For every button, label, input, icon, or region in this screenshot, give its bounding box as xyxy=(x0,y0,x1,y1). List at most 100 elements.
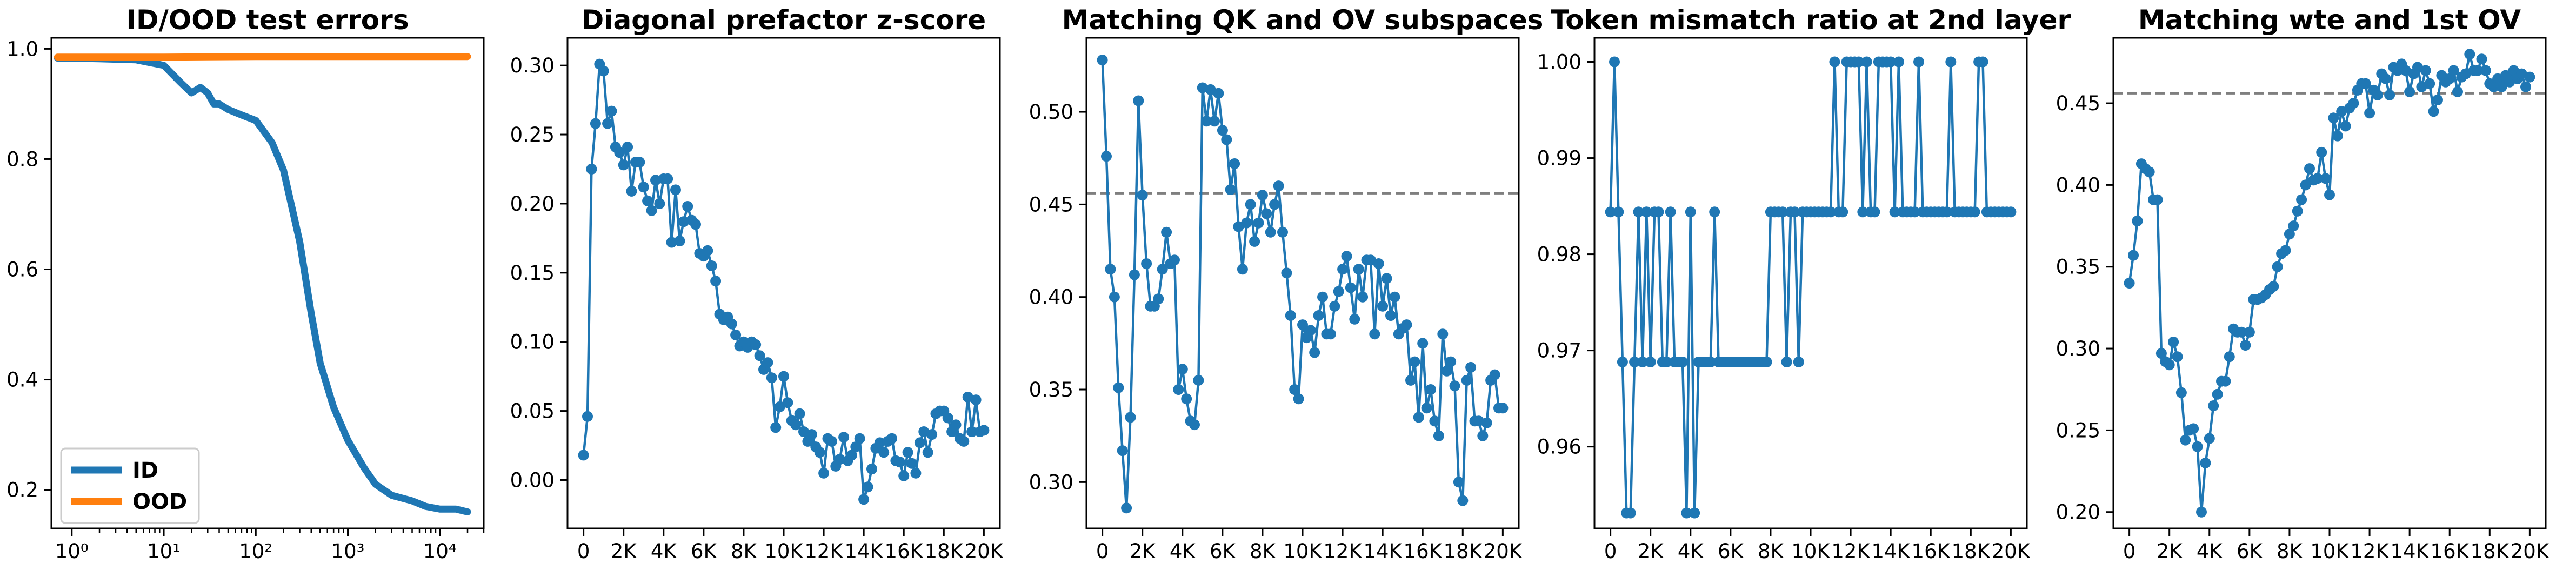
data-point xyxy=(2200,457,2211,468)
data-point xyxy=(1761,357,1772,367)
data-point xyxy=(1609,56,1620,68)
data-point xyxy=(1261,208,1272,219)
y-tick-label: 0.35 xyxy=(1029,378,1073,401)
data-point xyxy=(1893,56,1904,68)
data-point xyxy=(874,437,885,448)
series-1 xyxy=(1605,56,2017,519)
y-tick-label: 1.0 xyxy=(6,37,38,61)
data-point xyxy=(582,411,593,422)
data-point xyxy=(770,422,782,433)
data-point xyxy=(1793,357,1804,367)
data-point xyxy=(1129,269,1140,280)
data-point xyxy=(1257,190,1268,201)
data-point xyxy=(1333,286,1344,297)
y-tick-label: 0.35 xyxy=(2056,256,2100,279)
data-point xyxy=(1357,291,1369,303)
y-tick-label: 0.98 xyxy=(1537,243,1581,266)
data-point xyxy=(1101,151,1112,162)
data-point xyxy=(602,118,613,129)
data-point xyxy=(2152,194,2163,205)
data-point xyxy=(1317,291,1328,303)
data-point xyxy=(1705,357,1716,367)
data-point xyxy=(1345,282,1356,293)
chart-title: Diagonal prefactor z-score xyxy=(582,4,986,36)
data-point xyxy=(846,450,857,461)
data-point xyxy=(1125,412,1136,423)
data-point xyxy=(2324,189,2335,200)
data-point xyxy=(1445,356,1457,367)
data-point xyxy=(2312,173,2323,184)
data-point xyxy=(1913,56,1924,68)
data-point xyxy=(2496,81,2507,92)
data-point xyxy=(1869,206,1880,218)
data-point xyxy=(2164,359,2175,371)
data-point xyxy=(2180,434,2191,446)
series-1 xyxy=(1097,55,1509,514)
data-point xyxy=(1465,361,1477,373)
data-point xyxy=(966,426,978,437)
data-point xyxy=(2128,250,2139,261)
data-point xyxy=(2284,229,2295,240)
data-point xyxy=(958,435,970,447)
data-point xyxy=(1969,206,1980,218)
x-tick-label: 10² xyxy=(239,540,272,563)
data-point xyxy=(886,433,897,444)
data-point xyxy=(1281,267,1292,279)
x-tick-label: 18K xyxy=(1444,540,1483,563)
data-point xyxy=(1781,357,1792,367)
legend-label-ood: OOD xyxy=(132,489,187,514)
data-point xyxy=(826,435,837,447)
data-point xyxy=(1237,264,1248,275)
data-point xyxy=(1201,116,1212,127)
data-point xyxy=(2524,71,2535,83)
data-point xyxy=(1181,393,1192,405)
x-tick-label: 14K xyxy=(1871,540,1911,563)
data-point xyxy=(1941,206,1952,218)
data-point xyxy=(1133,95,1144,106)
data-point xyxy=(2320,173,2331,184)
data-point xyxy=(1453,477,1464,488)
data-point xyxy=(1229,158,1240,169)
data-point xyxy=(898,470,910,481)
y-tick-label: 0.20 xyxy=(510,192,555,216)
data-point xyxy=(1401,319,1412,331)
data-point xyxy=(1153,293,1164,305)
data-point xyxy=(2240,340,2251,351)
data-point xyxy=(774,401,785,412)
x-tick-label: 2K xyxy=(611,540,638,563)
x-tick-label: 0 xyxy=(577,540,590,563)
data-point xyxy=(1349,313,1360,325)
data-point xyxy=(1249,236,1260,247)
data-point xyxy=(754,350,765,361)
data-point xyxy=(2404,86,2415,97)
x-tick-label: 4K xyxy=(651,540,678,563)
x-tick-label: 14K xyxy=(1363,540,1403,563)
chart-panel-2: Diagonal prefactor z-score 0 2K 4K 6K 8K 10K 12… xyxy=(510,4,1004,563)
data-point xyxy=(978,425,990,436)
x-tick-label: 8K xyxy=(2277,540,2304,563)
data-point xyxy=(2432,95,2443,105)
data-point xyxy=(1353,264,1364,275)
data-point xyxy=(2304,163,2315,175)
data-point xyxy=(1413,412,1424,423)
x-tick-label: 16K xyxy=(885,540,924,563)
data-point xyxy=(1641,206,1652,218)
data-point xyxy=(1489,369,1500,380)
data-point xyxy=(1629,357,1640,367)
data-point xyxy=(726,318,737,330)
x-tick-label: 10⁰ xyxy=(55,540,89,563)
data-point xyxy=(926,429,938,440)
data-point xyxy=(1121,502,1132,514)
plot-frame xyxy=(566,37,1001,529)
x-tick-label: 10K xyxy=(1791,540,1831,563)
data-point xyxy=(2144,166,2155,178)
data-point xyxy=(1173,384,1184,395)
y-tick-label: 0.8 xyxy=(6,147,38,171)
y-tick-label: 0.25 xyxy=(2056,419,2100,442)
x-tick-label: 18K xyxy=(2471,540,2510,563)
data-point xyxy=(654,198,665,209)
data-point xyxy=(1637,357,1648,367)
data-point xyxy=(1217,125,1228,136)
x-tick-label: 20K xyxy=(965,540,1004,563)
